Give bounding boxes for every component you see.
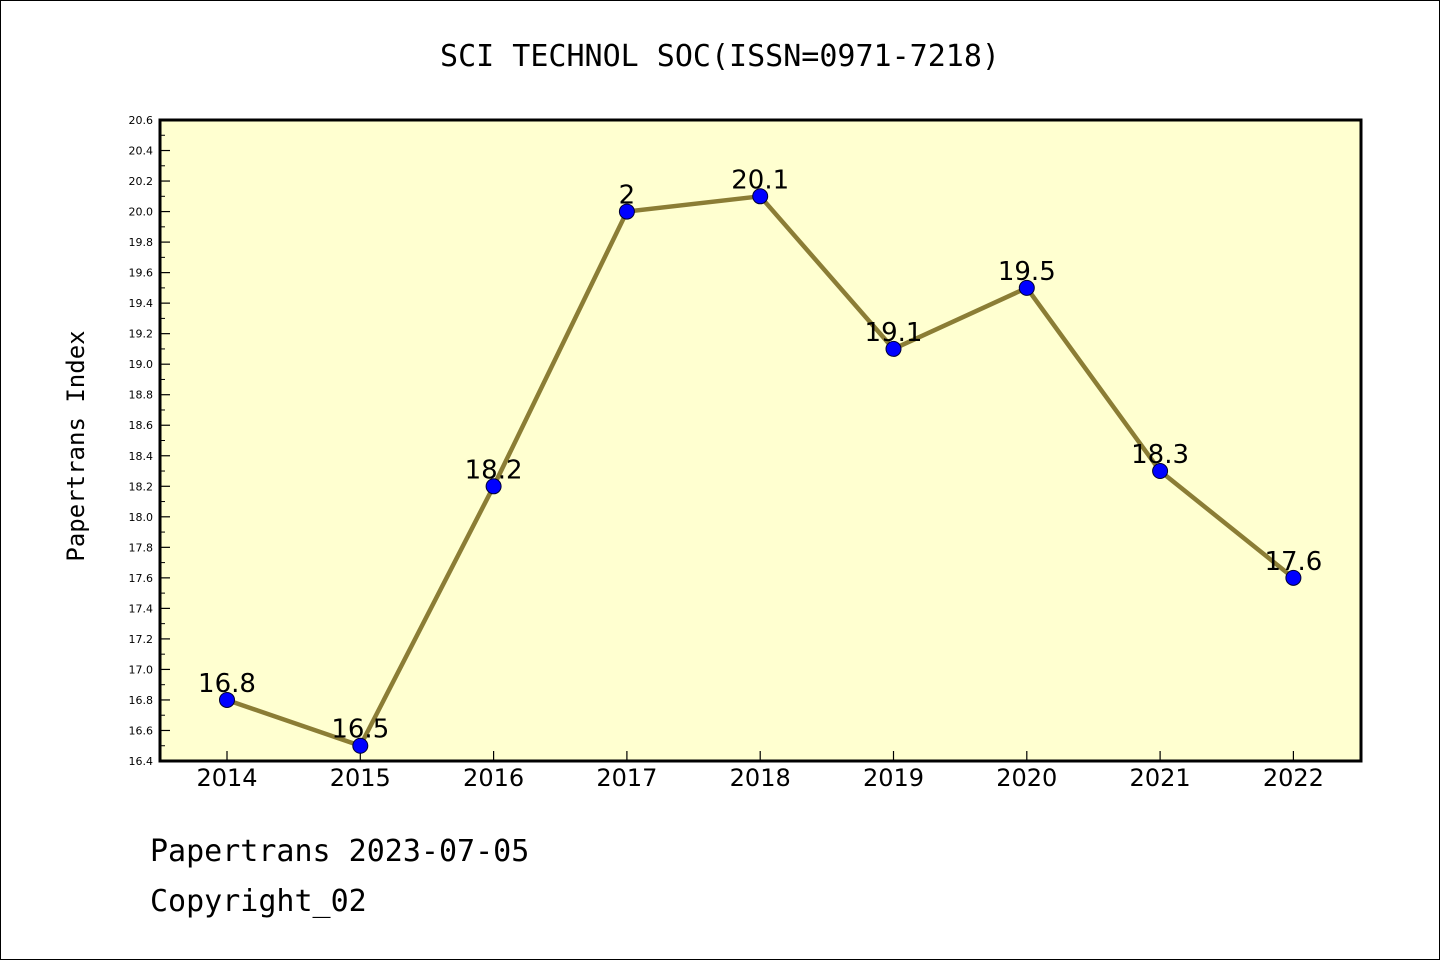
y-tick-label: 19.6 xyxy=(129,267,154,280)
data-label: 20.1 xyxy=(731,165,789,195)
y-tick-label: 18.2 xyxy=(129,480,154,493)
data-label: 18.3 xyxy=(1131,440,1189,470)
data-point xyxy=(885,340,902,357)
y-tick-label: 18.6 xyxy=(129,419,154,432)
x-tick-label: 2021 xyxy=(1130,764,1191,792)
x-tick-label: 2018 xyxy=(730,764,791,792)
series-group xyxy=(219,188,1302,754)
data-label: 2 xyxy=(619,181,636,211)
y-tick-label: 20.0 xyxy=(129,206,154,219)
x-tick-label: 2022 xyxy=(1263,764,1324,792)
y-tick-label: 17.2 xyxy=(129,633,154,646)
data-labels: 16.8 16.5 18.2 2 20.1 19.1 19.5 18.3 17.6 xyxy=(198,165,1322,744)
data-label: 19.1 xyxy=(865,318,923,348)
y-tick-label: 18.8 xyxy=(129,389,154,402)
data-point xyxy=(1018,279,1035,296)
chart-title: SCI TECHNOL SOC(ISSN=0971-7218) xyxy=(440,39,1000,74)
plot-area xyxy=(158,118,1363,763)
y-tick-label: 19.4 xyxy=(129,297,154,310)
y-tick-label: 16.6 xyxy=(129,724,154,737)
x-tick-label: 2020 xyxy=(996,764,1057,792)
y-tick-label: 17.8 xyxy=(129,541,154,554)
y-axis: 16.4 16.6 16.8 17.0 17.2 17.4 17.6 17.8 18.0 18.2… xyxy=(129,114,170,768)
footer-copyright: Copyright_02 xyxy=(150,884,367,919)
y-tick-label: 20.4 xyxy=(129,145,154,158)
data-label: 16.8 xyxy=(198,669,256,699)
y-tick-label: 20.6 xyxy=(129,114,154,127)
y-tick-label: 17.4 xyxy=(129,602,154,615)
data-label: 18.2 xyxy=(465,455,523,485)
x-tick-label: 2017 xyxy=(596,764,657,792)
data-point xyxy=(485,478,502,495)
y-tick-label: 17.6 xyxy=(129,572,154,585)
y-tick-label: 18.4 xyxy=(129,450,154,463)
data-point xyxy=(219,691,235,708)
y-tick-label: 19.2 xyxy=(129,328,154,341)
y-tick-label: 19.8 xyxy=(129,236,154,249)
data-point xyxy=(752,188,769,205)
data-label: 19.5 xyxy=(998,257,1056,287)
data-point xyxy=(352,737,369,754)
data-point xyxy=(1285,569,1302,586)
y-tick-label: 17.0 xyxy=(129,663,154,676)
data-point xyxy=(618,203,635,220)
y-tick-label: 19.0 xyxy=(129,358,154,371)
data-label: 17.6 xyxy=(1264,547,1322,577)
footer-date: Papertrans 2023-07-05 xyxy=(150,834,530,869)
y-tick-label: 18.0 xyxy=(129,511,154,524)
x-tick-label: 2016 xyxy=(463,764,524,792)
y-axis-label: Papertrans Index xyxy=(62,330,90,561)
x-tick-label: 2019 xyxy=(863,764,924,792)
y-tick-label: 16.4 xyxy=(129,755,154,768)
y-tick-label: 20.2 xyxy=(129,175,154,188)
y-tick-label: 16.8 xyxy=(129,694,154,707)
x-tick-label: 2014 xyxy=(196,764,257,792)
x-axis: 2014 2015 2016 2017 2018 2019 2020 2021 2022 xyxy=(196,751,1324,792)
data-point xyxy=(1152,463,1169,480)
data-label: 16.5 xyxy=(331,715,389,745)
x-tick-label: 2015 xyxy=(330,764,391,792)
